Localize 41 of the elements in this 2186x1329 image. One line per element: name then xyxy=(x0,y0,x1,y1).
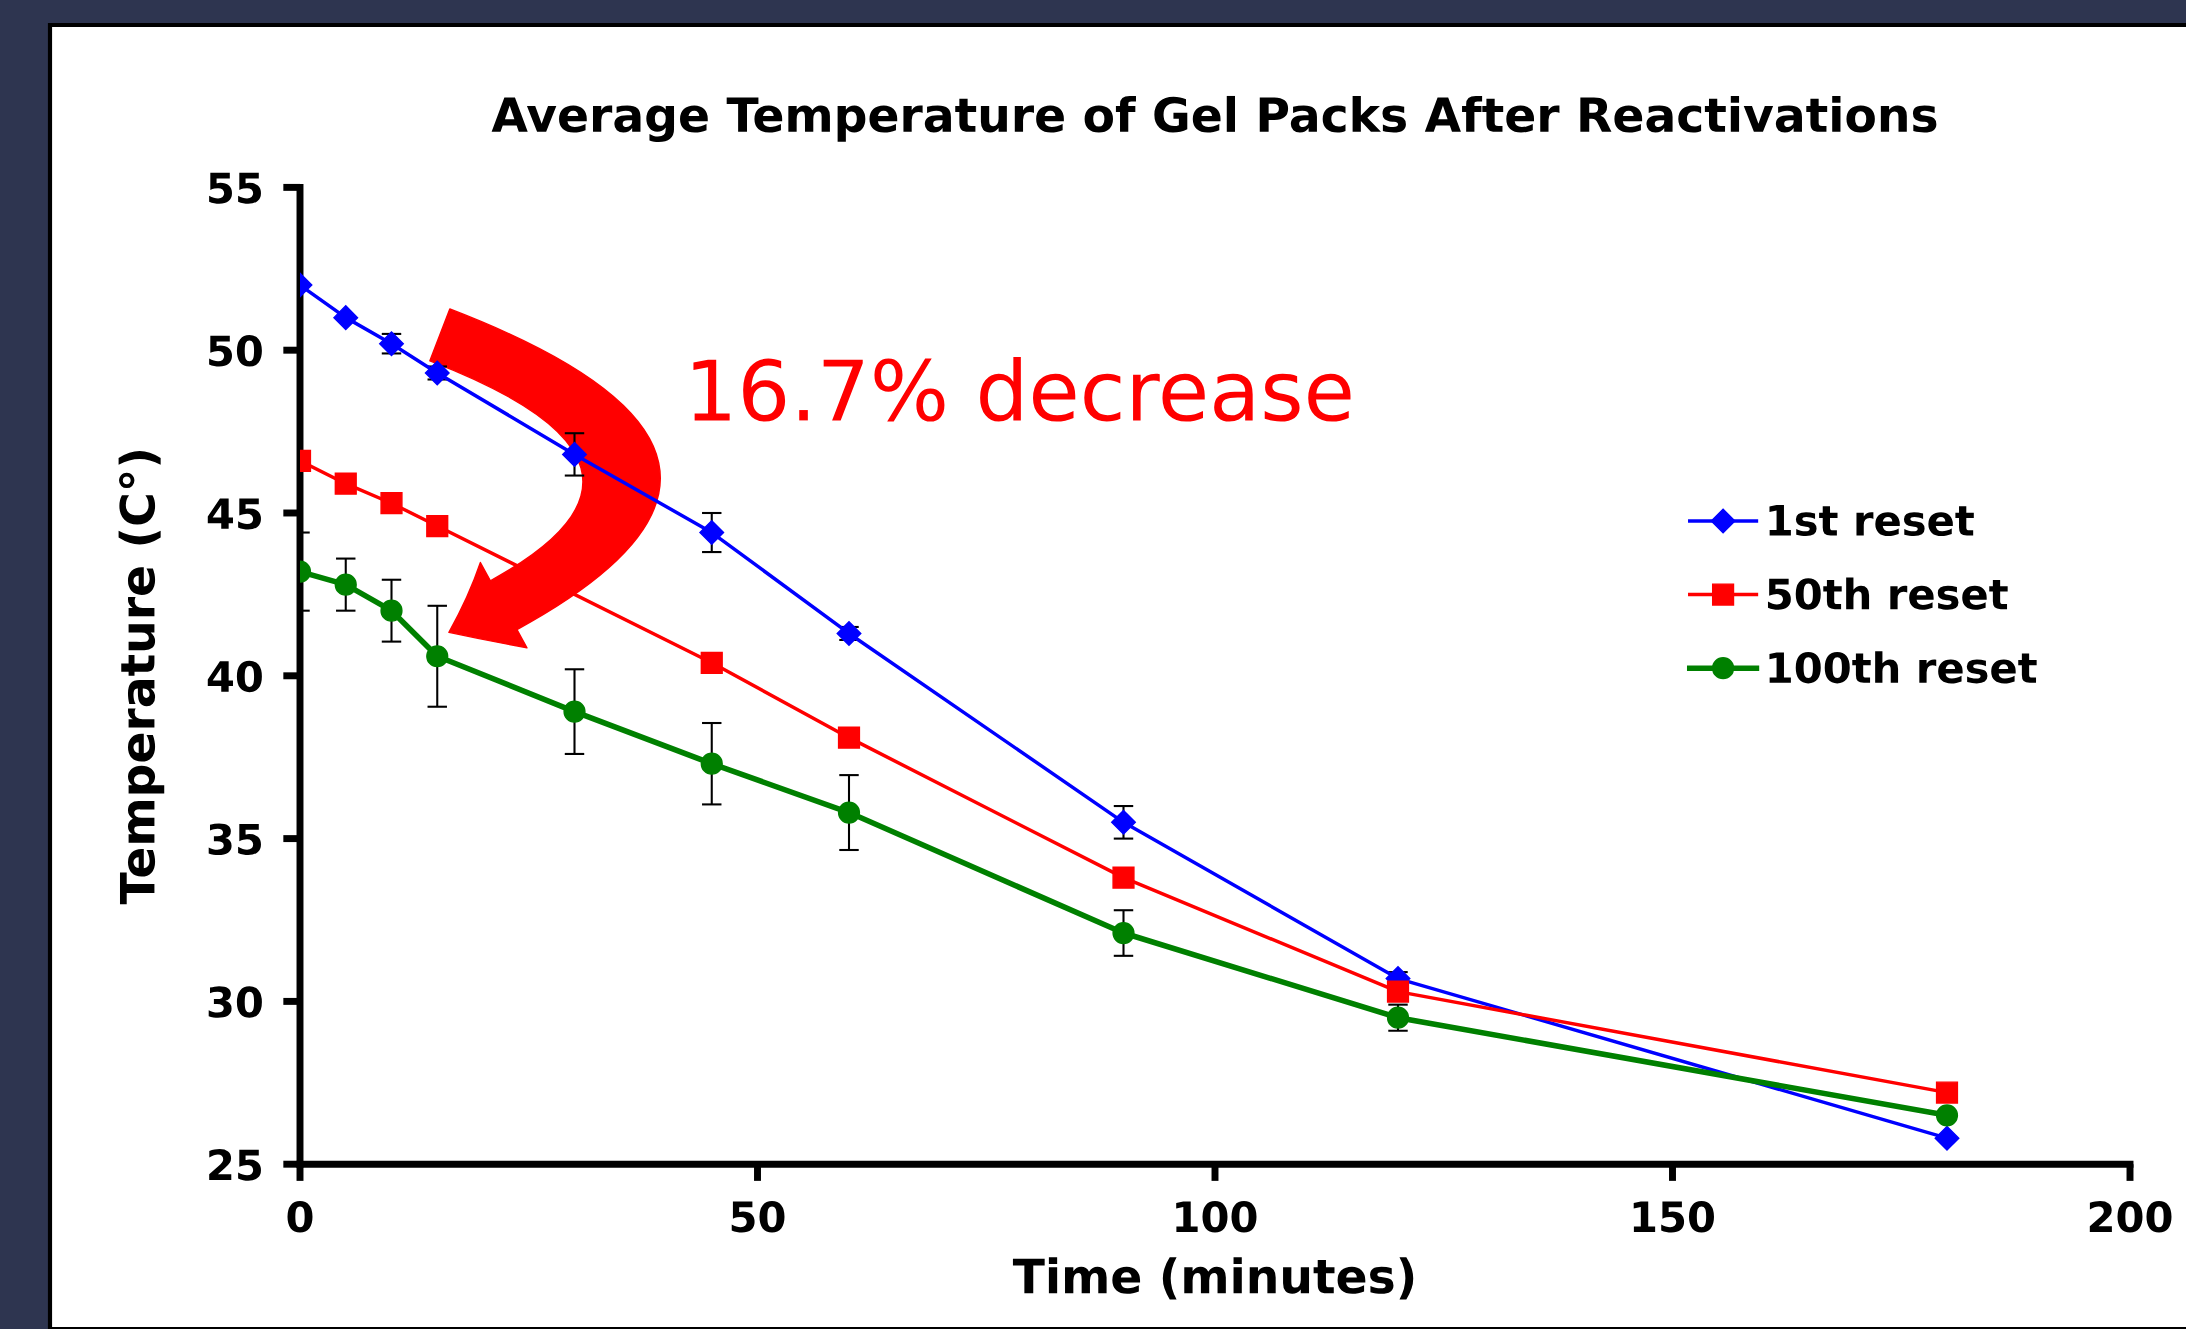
point xyxy=(333,305,359,331)
x-tick-label: 0 xyxy=(287,1201,313,1233)
point xyxy=(837,726,861,749)
x-tick-label: 50 xyxy=(731,1201,785,1233)
y-tick-label: 25 xyxy=(209,1149,261,1181)
point xyxy=(562,441,587,467)
y-tick-label: 30 xyxy=(208,986,262,1018)
point xyxy=(837,801,861,824)
y-tick-label: 35 xyxy=(208,823,261,856)
annotation: 16.7% decrease xyxy=(693,357,1351,422)
point xyxy=(700,651,723,674)
point xyxy=(1935,1104,1959,1127)
legend-label: 1st reset xyxy=(1769,505,1974,537)
point xyxy=(700,752,723,775)
point xyxy=(334,573,357,596)
y-tick-label: 55 xyxy=(209,172,261,204)
x-tick-label: 150 xyxy=(1633,1201,1714,1233)
point xyxy=(1935,1081,1959,1104)
point xyxy=(424,360,450,386)
x-axis-title: Time (minutes) xyxy=(1012,1257,1414,1300)
point xyxy=(699,520,725,546)
point xyxy=(563,700,586,723)
x-tick-label: 100 xyxy=(1176,1201,1257,1233)
y-tick-label: 45 xyxy=(207,498,261,530)
point xyxy=(426,645,449,668)
point xyxy=(1112,921,1135,945)
y-axis-title: Temperature (C°) xyxy=(118,451,165,905)
legend-label: 50th reset xyxy=(1767,577,2008,610)
chart-title: Average Temperature of Gel Packs After Reactivations xyxy=(491,95,1937,143)
point xyxy=(1934,1125,1960,1151)
point xyxy=(1112,866,1135,889)
point xyxy=(1111,809,1136,835)
point xyxy=(380,492,403,515)
legend-label: 100th reset xyxy=(1769,651,2037,684)
y-tick-label: 40 xyxy=(207,660,262,693)
point xyxy=(1386,980,1410,1003)
point xyxy=(380,599,403,622)
point xyxy=(426,514,449,538)
y-tick-label: 50 xyxy=(209,335,262,367)
point xyxy=(334,472,357,495)
x-tick-label: 200 xyxy=(2089,1201,2172,1233)
